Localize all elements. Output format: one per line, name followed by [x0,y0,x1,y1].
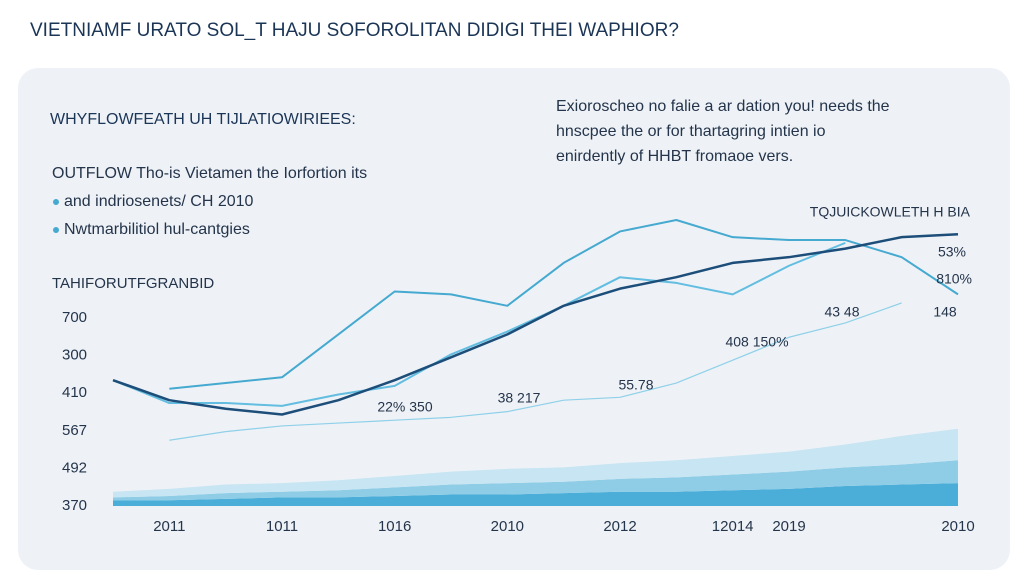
annotation: 55.78 [618,377,653,393]
bullet-text: Nwtmarbilitiol hul-cantgies [64,221,250,238]
area-layer [113,483,958,506]
panel-heading: WHYFLOWFEATH UH TIJLATIOWIRIEES: [50,111,356,128]
line-series [112,241,846,407]
line-series [169,302,902,441]
description-line: enirdently of HHBT fromaoe vers. [556,148,793,165]
y-axis-label: 300 [62,347,87,364]
panel [18,68,1010,570]
x-tick-label: 2011 [153,518,185,535]
annotation: 22% 350 [377,399,432,415]
intro-text: OUTFLOW Tho-is Vietamen the Iorfortion i… [52,165,367,182]
annotation: 408 150% [725,334,788,350]
description-line: Exioroscheо no falie a ar dation you! ne… [556,98,890,115]
bullet-dot [53,227,59,233]
line-series [169,219,959,390]
y-axis-label: 410 [62,384,87,401]
y-axis-label: 492 [62,459,87,476]
y-axis-label: 370 [62,497,87,514]
annotation: 148 [933,304,957,320]
annotation: 810% [936,271,972,287]
line-series [112,233,959,416]
description-line: hnscpee the or for thartagring intien io [556,123,826,140]
area-layer [113,460,958,501]
axis-title: TAHIFORUTFGRANBID [52,275,214,292]
x-tick-label: 2019 [772,518,805,535]
x-tick-label: 1011 [266,518,298,535]
y-axis-label: 700 [62,309,87,326]
x-tick-label: 2010 [491,518,524,535]
annotation: 53% [938,244,966,260]
page-title: VIETNIAMF URATO SOL_T HAJU SOFOROLITAN D… [30,20,679,41]
annotation: 38 217 [498,390,541,406]
x-tick-label: 12014 [712,518,754,535]
area-layer [113,428,958,498]
x-tick-label: 2010 [941,518,974,535]
annotation: 43 48 [824,304,859,320]
x-tick-label: 2012 [603,518,636,535]
y-axis-label: 567 [62,422,87,439]
x-tick-label: 1016 [378,518,411,535]
annotation: TQJUICKOWLETH H BIA [810,204,971,220]
bullet-dot [53,199,59,205]
bullet-text: and indriosenets/ CH 2010 [64,193,254,210]
